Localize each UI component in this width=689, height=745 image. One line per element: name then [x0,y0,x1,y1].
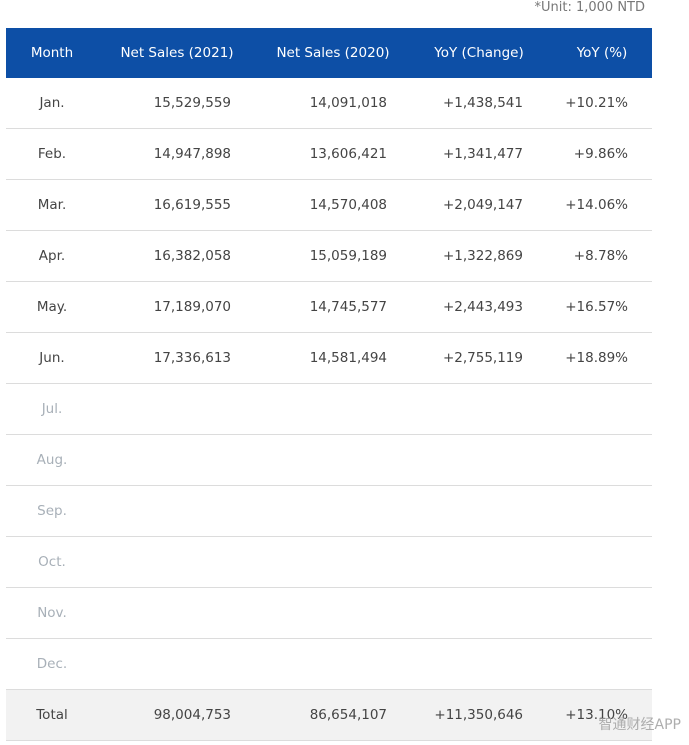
month-cell: Mar. [37,197,67,213]
header-cell: YoY (Change) [434,45,524,61]
month-cell: Sep. [37,503,67,519]
value-cell: +1,341,477 [442,146,523,162]
value-cell: 15,059,189 [309,248,387,264]
value-cell: +8.78% [573,248,628,264]
month-cell: Aug. [36,452,68,468]
month-cell: Feb. [37,146,67,162]
month-cell: Oct. [38,554,66,570]
value-cell: 14,581,494 [309,350,387,366]
value-cell: 14,947,898 [153,146,231,162]
value-cell: +11,350,646 [434,707,523,723]
value-cell: +18.89% [565,350,628,366]
value-cell: 13,606,421 [309,146,387,162]
table-row [6,282,652,333]
value-cell: 14,091,018 [309,95,387,111]
table-row [6,129,652,180]
value-cell: +2,049,147 [442,197,523,213]
value-cell: +13.10% [565,707,628,723]
month-cell: Nov. [37,605,67,621]
table-row [6,639,652,690]
month-cell: Dec. [36,656,68,672]
unit-note: *Unit: 1,000 NTD [534,0,646,15]
value-cell: 86,654,107 [309,707,387,723]
watermark: 智通财经APP [598,717,681,733]
header-cell: YoY (%) [576,45,628,61]
table-row [6,486,652,537]
value-cell: 15,529,559 [153,95,231,111]
table-row [6,231,652,282]
table-row [6,435,652,486]
value-cell: 14,570,408 [309,197,387,213]
table-row [6,180,652,231]
month-cell: Jan. [39,95,65,111]
value-cell: +10.21% [565,95,628,111]
table-row [6,537,652,588]
value-cell: 98,004,753 [153,707,231,723]
table-header: Month Net Sales (2021) Net Sales (2020) YoY… [6,28,652,78]
table-row [6,384,652,435]
value-cell: 17,189,070 [153,299,231,315]
table-row [6,333,652,384]
month-cell: May. [36,299,68,315]
value-cell: +9.86% [573,146,628,162]
month-cell: Apr. [38,248,66,264]
table-row [6,78,652,129]
value-cell: +1,438,541 [442,95,523,111]
month-cell: Jul. [41,401,63,417]
value-cell: 17,336,613 [153,350,231,366]
value-cell: +16.57% [565,299,628,315]
value-cell: +2,443,493 [442,299,523,315]
table-row [6,588,652,639]
value-cell: 16,619,555 [153,197,231,213]
value-cell: 14,745,577 [309,299,387,315]
value-cell: +2,755,119 [442,350,523,366]
table-row [6,690,652,741]
value-cell: +14.06% [565,197,628,213]
month-cell: Total [36,707,68,723]
header-cell: Net Sales (2021) [120,45,234,61]
month-cell: Jun. [39,350,65,366]
value-cell: 16,382,058 [153,248,231,264]
header-cell: Month [30,45,74,61]
header-cell: Net Sales (2020) [276,45,390,61]
value-cell: +1,322,869 [442,248,523,264]
